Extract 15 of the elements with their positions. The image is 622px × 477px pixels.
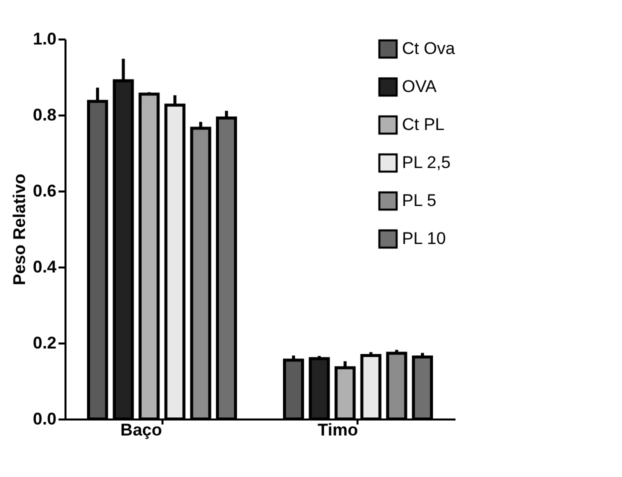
legend-label: Ct PL — [402, 115, 445, 134]
y-tick-label: 0.0 — [32, 410, 56, 428]
legend-label: Ct Ova — [402, 39, 456, 58]
legend-label: PL 10 — [402, 229, 446, 248]
y-tick-label: 0.6 — [32, 182, 56, 200]
legend-label: PL 2,5 — [402, 153, 451, 172]
x-tick-label: Timo — [318, 420, 358, 440]
x-tick-label: Baço — [120, 420, 162, 440]
y-tick-label: 0.8 — [32, 106, 56, 124]
y-tick-label: 0.4 — [32, 258, 58, 276]
y-tick-label: 0.2 — [32, 334, 56, 352]
y-axis-title: Peso Relativo — [10, 174, 29, 286]
y-tick-label: 1.0 — [32, 30, 56, 48]
legend-label: PL 5 — [402, 191, 436, 210]
legend-label: OVA — [402, 77, 438, 96]
